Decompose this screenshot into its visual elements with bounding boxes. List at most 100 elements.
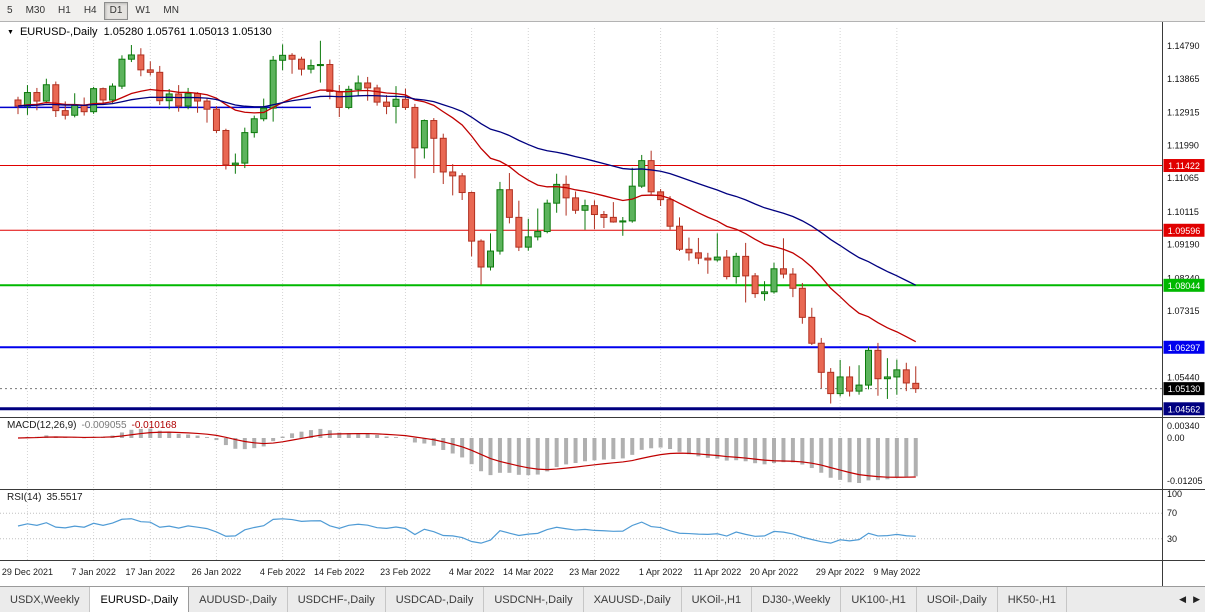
- candle-body: [222, 129, 230, 166]
- candle-body: [723, 256, 731, 278]
- chart-tab-usdcad-daily[interactable]: USDCAD-,Daily: [386, 587, 485, 612]
- candle-body: [61, 110, 69, 116]
- candle-body: [231, 162, 239, 166]
- ma-line-20: [17, 88, 917, 343]
- timeframe-button-mn[interactable]: MN: [157, 2, 185, 20]
- candle-body: [676, 225, 683, 250]
- price-badge: [1163, 159, 1205, 173]
- candle-body: [742, 255, 750, 277]
- candle-body: [789, 273, 797, 289]
- chart-ohlc-values: 1.05280 1.05761 1.05013 1.05130: [103, 26, 272, 38]
- chart-tab-dj30-weekly[interactable]: DJ30-,Weekly: [752, 587, 842, 612]
- date-label: 4 Feb 2022: [260, 567, 306, 577]
- rsi-name: RSI(14): [7, 492, 42, 503]
- chart-tab-usdchf-daily[interactable]: USDCHF-,Daily: [288, 587, 386, 612]
- candle-body: [250, 118, 258, 134]
- date-label: 23 Feb 2022: [380, 567, 431, 577]
- chart-tab-usdx-weekly[interactable]: USDX,Weekly: [0, 587, 91, 612]
- candle-body: [137, 54, 145, 71]
- price-tick-label: 1.05440: [1167, 373, 1200, 383]
- candle-body: [543, 202, 551, 233]
- candle-body: [203, 100, 211, 110]
- chart-header: ▼ EURUSD-,Daily 1.05280 1.05761 1.05013 …: [7, 26, 272, 38]
- macd-name: MACD(12,26,9): [7, 420, 77, 431]
- price-badge-label: 1.11422: [1168, 161, 1200, 171]
- tab-scroll-right-icon[interactable]: ▶: [1193, 594, 1200, 604]
- candle-body: [770, 268, 778, 293]
- price-tick-label: 1.08240: [1167, 273, 1200, 283]
- chart-tab-usoil-daily[interactable]: USOil-,Daily: [917, 587, 998, 612]
- timeframe-button-d1[interactable]: D1: [103, 1, 129, 20]
- price-badge-label: 1.09596: [1168, 226, 1201, 236]
- candle-body: [534, 231, 542, 238]
- candle-body: [779, 268, 787, 275]
- candle-body: [109, 85, 116, 101]
- candle-body: [212, 108, 220, 131]
- candle-body: [260, 107, 268, 120]
- price-badge: [1163, 278, 1205, 292]
- chart-dropdown-icon[interactable]: ▼: [7, 28, 14, 36]
- price-tick-label: 1.09190: [1167, 240, 1200, 250]
- candle-body: [893, 369, 901, 378]
- date-label: 14 Feb 2022: [314, 567, 365, 577]
- candle-body: [883, 376, 891, 380]
- candle-body: [118, 58, 126, 87]
- macd-signal-line: [17, 431, 916, 478]
- candle-body: [902, 369, 910, 384]
- candle-body: [468, 192, 476, 242]
- candle-body: [827, 371, 835, 395]
- candle-body: [761, 291, 769, 295]
- timeframe-button-m30[interactable]: M30: [20, 2, 51, 20]
- chart-tab-audusd-daily[interactable]: AUDUSD-,Daily: [189, 587, 288, 612]
- candle-body: [704, 257, 712, 261]
- price-badge: [1163, 340, 1205, 354]
- candle-body: [515, 216, 523, 248]
- candle-body: [581, 205, 589, 211]
- chart-tab-hk50-h1[interactable]: HK50-,H1: [998, 587, 1068, 612]
- price-tick-label: 1.10115: [1167, 207, 1199, 217]
- candle-body: [732, 255, 740, 278]
- rsi-indicator-label: RSI(14) 35.5517: [7, 492, 83, 503]
- candle-body: [798, 287, 806, 318]
- price-tick-label: 1.12915: [1167, 108, 1200, 118]
- candle-body: [392, 98, 400, 107]
- candle-body: [836, 376, 844, 395]
- chart-tab-xauusd-daily[interactable]: XAUUSD-,Daily: [584, 587, 682, 612]
- chart-tab-eurusd-daily[interactable]: EURUSD-,Daily: [90, 587, 190, 612]
- candle-body: [411, 106, 419, 149]
- candle-body: [241, 132, 249, 164]
- candle-body: [430, 120, 438, 139]
- candle-body: [33, 92, 41, 102]
- candle-body: [335, 90, 343, 108]
- price-badge-label: 1.06297: [1168, 343, 1201, 353]
- candle-body: [23, 92, 31, 107]
- chart-tab-uk100-h1[interactable]: UK100-,H1: [841, 587, 917, 612]
- macd-indicator-label: MACD(12,26,9) -0.009055 -0.010168: [7, 420, 177, 431]
- macd-signal-value: -0.010168: [131, 420, 177, 431]
- candle-body: [364, 82, 372, 89]
- price-tick-label: 1.14790: [1167, 41, 1200, 51]
- price-badge-label: 1.05130: [1168, 384, 1201, 394]
- timeframe-button-5[interactable]: 5: [1, 2, 19, 20]
- timeframe-button-h1[interactable]: H1: [52, 2, 77, 20]
- date-label: 1 Apr 2022: [639, 567, 683, 577]
- candle-body: [751, 275, 759, 295]
- candle-body: [52, 84, 60, 112]
- candle-body: [383, 101, 391, 107]
- candle-body: [345, 88, 353, 108]
- candle-body: [505, 189, 513, 218]
- ma-line-45: [17, 94, 917, 286]
- timeframe-button-w1[interactable]: W1: [129, 2, 156, 20]
- candle-body: [316, 64, 324, 67]
- price-tick-label: 1.11990: [1167, 140, 1199, 150]
- tab-scroll-left-icon[interactable]: ◀: [1179, 594, 1187, 604]
- candle-body: [307, 65, 315, 70]
- candle-body: [647, 160, 655, 193]
- chart-tab-usdcnh-daily[interactable]: USDCNH-,Daily: [484, 587, 584, 612]
- timeframe-button-h4[interactable]: H4: [78, 2, 103, 20]
- candle-body: [808, 316, 816, 344]
- chart-tab-ukoil-h1[interactable]: UKOil-,H1: [682, 587, 753, 612]
- candle-body: [572, 197, 580, 211]
